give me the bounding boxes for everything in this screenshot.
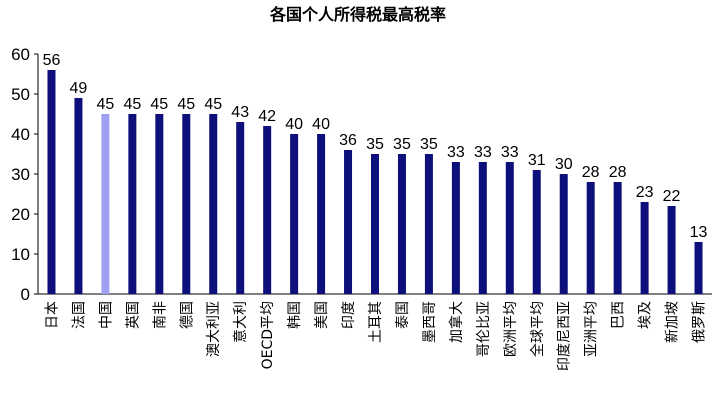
category-label: 意大利 [232, 301, 249, 343]
data-label: 28 [609, 164, 627, 181]
category-label: 新加坡 [665, 301, 681, 343]
category-label: 巴西 [611, 301, 627, 329]
category-label: OECD平均 [260, 301, 276, 369]
category-label: 埃及 [638, 301, 654, 329]
bar [694, 242, 703, 294]
data-label: 22 [663, 188, 681, 205]
data-label: 23 [636, 184, 654, 201]
data-label: 30 [555, 156, 573, 173]
bar [74, 98, 83, 294]
category-label: 欧洲平均 [503, 301, 519, 357]
y-tick-label: 60 [11, 45, 30, 64]
category-label: 土耳其 [368, 301, 384, 343]
category-label: 全球平均 [529, 301, 546, 357]
bar [209, 114, 218, 294]
bar [640, 202, 649, 294]
category-label: 南非 [152, 301, 168, 329]
bar [424, 154, 433, 294]
bar [290, 134, 299, 294]
category-label: 日本 [44, 301, 60, 329]
category-label: 印度 [341, 301, 357, 329]
data-label: 13 [690, 224, 708, 241]
bar [613, 182, 622, 294]
data-label: 33 [447, 144, 465, 161]
bar [586, 182, 595, 294]
bar [371, 154, 379, 294]
data-label: 45 [204, 96, 222, 113]
bar [532, 170, 541, 294]
bar [182, 114, 191, 294]
bars [47, 70, 703, 294]
category-label: 哥伦比亚 [476, 301, 492, 357]
bar [236, 122, 245, 294]
data-label: 42 [258, 108, 276, 125]
data-label: 35 [366, 136, 384, 153]
bar [263, 126, 272, 294]
bar [667, 206, 676, 294]
data-label: 35 [393, 136, 411, 153]
bar [478, 162, 487, 294]
bar [559, 174, 568, 294]
category-label: 澳大利亚 [206, 301, 222, 357]
y-tick-label: 50 [11, 85, 30, 104]
data-label: 33 [501, 144, 519, 161]
category-label: 俄罗斯 [692, 301, 708, 343]
bar [451, 162, 460, 294]
data-label: 33 [474, 144, 492, 161]
data-label: 36 [339, 132, 357, 149]
category-labels: 日本 法国 中国 英国 南非 德国 澳大利亚 意大利 OECD平均 韩国 美国 印度 土耳其 泰国 墨西哥加… [44, 301, 707, 371]
category-label: 墨西哥 [422, 301, 438, 343]
data-label: 45 [177, 96, 195, 113]
bar [317, 134, 326, 294]
bar [128, 114, 137, 294]
data-label: 31 [528, 152, 546, 169]
category-label: 中国 [98, 301, 114, 329]
bar [155, 114, 164, 294]
bar [505, 162, 514, 294]
category-label: 加拿大 [448, 301, 465, 343]
bar [344, 150, 353, 294]
category-label: 印度尼西亚 [557, 301, 573, 371]
y-tick-label: 30 [11, 165, 30, 184]
y-tick-label: 20 [11, 205, 30, 224]
bar [397, 154, 406, 294]
category-label: 德国 [179, 301, 195, 329]
category-label: 法国 [71, 301, 87, 329]
category-label: 泰国 [395, 301, 411, 329]
data-label: 49 [70, 80, 88, 97]
data-label: 35 [420, 136, 438, 153]
y-tick-label: 40 [11, 125, 30, 144]
data-label: 40 [285, 116, 303, 133]
data-label: 43 [231, 104, 249, 121]
category-label: 韩国 [287, 301, 303, 329]
data-label: 28 [582, 164, 600, 181]
category-label: 英国 [124, 301, 141, 329]
chart-title: 各国个人所得税最高税率 [269, 5, 446, 24]
data-labels: 56 49 45 45 45 45 45 43 42 40 40 36 35 35 35 33 33 33 31 30… [43, 52, 708, 241]
category-label: 美国 [314, 301, 330, 329]
y-tick-label: 0 [21, 285, 30, 304]
y-tick-label: 10 [11, 245, 30, 264]
bar [47, 70, 56, 294]
data-label: 45 [97, 96, 115, 113]
data-label: 45 [150, 96, 168, 113]
bar [101, 114, 110, 294]
data-label: 40 [312, 116, 330, 133]
y-axis: 0 10 20 30 40 50 60 [11, 45, 712, 304]
data-label: 45 [123, 96, 141, 113]
category-label: 亚洲平均 [584, 301, 600, 357]
data-label: 56 [43, 52, 61, 69]
